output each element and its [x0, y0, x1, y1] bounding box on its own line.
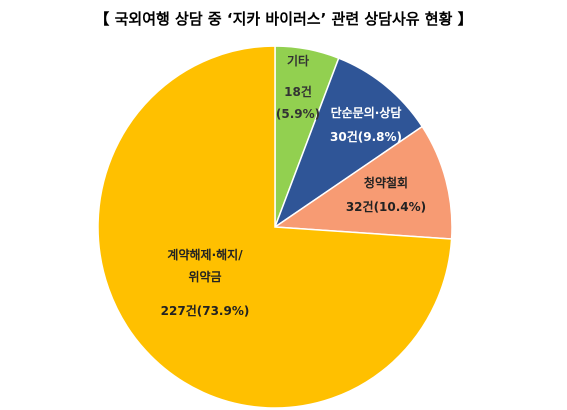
chart-title: 【 국외여행 상담 중 ‘지카 바이러스’ 관련 상담사유 현황 】	[94, 10, 473, 28]
category-label: 기타	[286, 54, 310, 68]
data-label: 18건 (5.9%)	[275, 85, 321, 121]
pie-slice	[273, 57, 424, 229]
pie-slice	[272, 125, 453, 240]
data-label: 32건(10.4%)	[345, 200, 427, 214]
pie-slice	[97, 45, 453, 409]
category-label: 계약해제·해지/ 위약금	[167, 248, 243, 284]
category-label: 단순문의·상담	[330, 106, 402, 120]
category-label: 청약철회	[363, 176, 409, 190]
data-label: 30건(9.8%)	[330, 130, 402, 144]
data-label: 227건(73.9%)	[160, 304, 250, 318]
